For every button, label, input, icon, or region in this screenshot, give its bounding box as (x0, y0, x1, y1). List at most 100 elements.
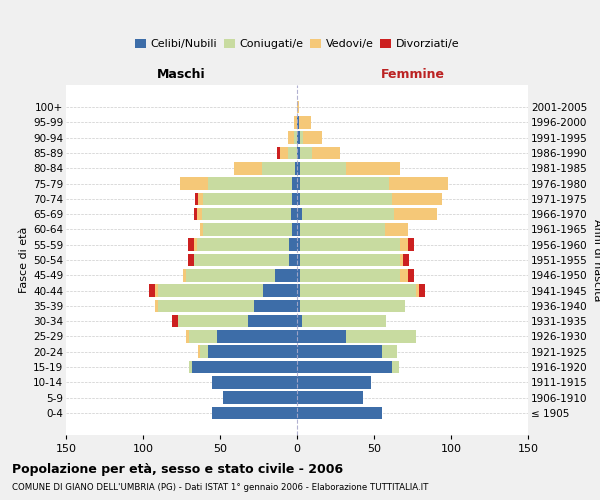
Bar (188, 254, 194, 266)
Bar (158, 284, 263, 297)
Bar (291, 208, 297, 220)
Bar (346, 330, 416, 342)
Bar (297, 360, 392, 373)
Bar (295, 162, 297, 174)
Bar (297, 269, 300, 281)
Bar (392, 192, 442, 205)
Bar (275, 269, 297, 281)
Bar (199, 346, 200, 358)
Bar (297, 315, 302, 328)
Bar (223, 392, 297, 404)
Bar (394, 208, 437, 220)
Bar (300, 192, 392, 205)
Bar (178, 315, 248, 328)
Bar (288, 132, 294, 144)
Bar (194, 254, 289, 266)
Bar (297, 147, 300, 160)
Bar (408, 269, 414, 281)
Bar (277, 147, 280, 160)
Bar (289, 254, 297, 266)
Bar (300, 284, 416, 297)
Bar (280, 147, 288, 160)
Bar (189, 330, 217, 342)
Bar (300, 178, 389, 190)
Bar (419, 284, 425, 297)
Bar (189, 360, 192, 373)
Bar (297, 223, 300, 235)
Bar (202, 208, 291, 220)
Bar (300, 223, 385, 235)
Text: Maschi: Maschi (157, 68, 206, 82)
Bar (297, 208, 302, 220)
Bar (194, 208, 197, 220)
Bar (297, 284, 300, 297)
Bar (297, 330, 346, 342)
Bar (294, 132, 297, 144)
Y-axis label: Fasce di età: Fasce di età (19, 227, 29, 293)
Bar (297, 178, 300, 190)
Text: Popolazione per età, sesso e stato civile - 2006: Popolazione per età, sesso e stato civil… (12, 462, 343, 475)
Bar (313, 147, 340, 160)
Bar (303, 132, 322, 144)
Text: Femmine: Femmine (380, 68, 445, 82)
Bar (297, 116, 299, 128)
Legend: Celibi/Nubili, Coniugati/e, Vedovi/e, Divorziati/e: Celibi/Nubili, Coniugati/e, Vedovi/e, Di… (130, 34, 464, 54)
Bar (292, 192, 297, 205)
Bar (400, 254, 403, 266)
Bar (292, 178, 297, 190)
Bar (248, 315, 297, 328)
Bar (297, 376, 371, 388)
Bar (254, 300, 297, 312)
Bar (158, 300, 254, 312)
Text: COMUNE DI GIANO DELL'UMBRIA (PG) - Dati ISTAT 1° gennaio 2006 - Elaborazione TUT: COMUNE DI GIANO DELL'UMBRIA (PG) - Dati … (12, 484, 428, 492)
Bar (288, 147, 297, 160)
Bar (300, 254, 400, 266)
Bar (188, 238, 194, 251)
Bar (292, 223, 297, 235)
Bar (300, 162, 346, 174)
Bar (297, 162, 300, 174)
Bar (300, 269, 400, 281)
Bar (149, 284, 155, 297)
Bar (172, 315, 178, 328)
Bar (403, 254, 409, 266)
Bar (197, 238, 289, 251)
Bar (186, 269, 275, 281)
Bar (155, 300, 158, 312)
Bar (262, 162, 295, 174)
Bar (297, 238, 300, 251)
Bar (234, 162, 262, 174)
Bar (300, 238, 400, 251)
Bar (196, 192, 199, 205)
Bar (199, 192, 203, 205)
Bar (294, 116, 297, 128)
Bar (297, 346, 382, 358)
Bar (297, 132, 300, 144)
Bar (389, 178, 448, 190)
Bar (289, 238, 297, 251)
Bar (300, 300, 405, 312)
Bar (300, 147, 313, 160)
Bar (416, 284, 419, 297)
Bar (203, 223, 292, 235)
Bar (302, 315, 386, 328)
Bar (297, 101, 299, 114)
Bar (300, 132, 303, 144)
Bar (155, 284, 158, 297)
Bar (385, 223, 408, 235)
Bar (392, 360, 398, 373)
Bar (197, 208, 202, 220)
Bar (297, 192, 300, 205)
Bar (208, 346, 297, 358)
Bar (346, 162, 400, 174)
Bar (186, 330, 189, 342)
Bar (194, 238, 197, 251)
Bar (180, 178, 208, 190)
Bar (297, 254, 300, 266)
Bar (263, 284, 297, 297)
Bar (297, 406, 382, 419)
Bar (208, 178, 292, 190)
Bar (203, 192, 292, 205)
Bar (212, 406, 297, 419)
Bar (200, 346, 208, 358)
